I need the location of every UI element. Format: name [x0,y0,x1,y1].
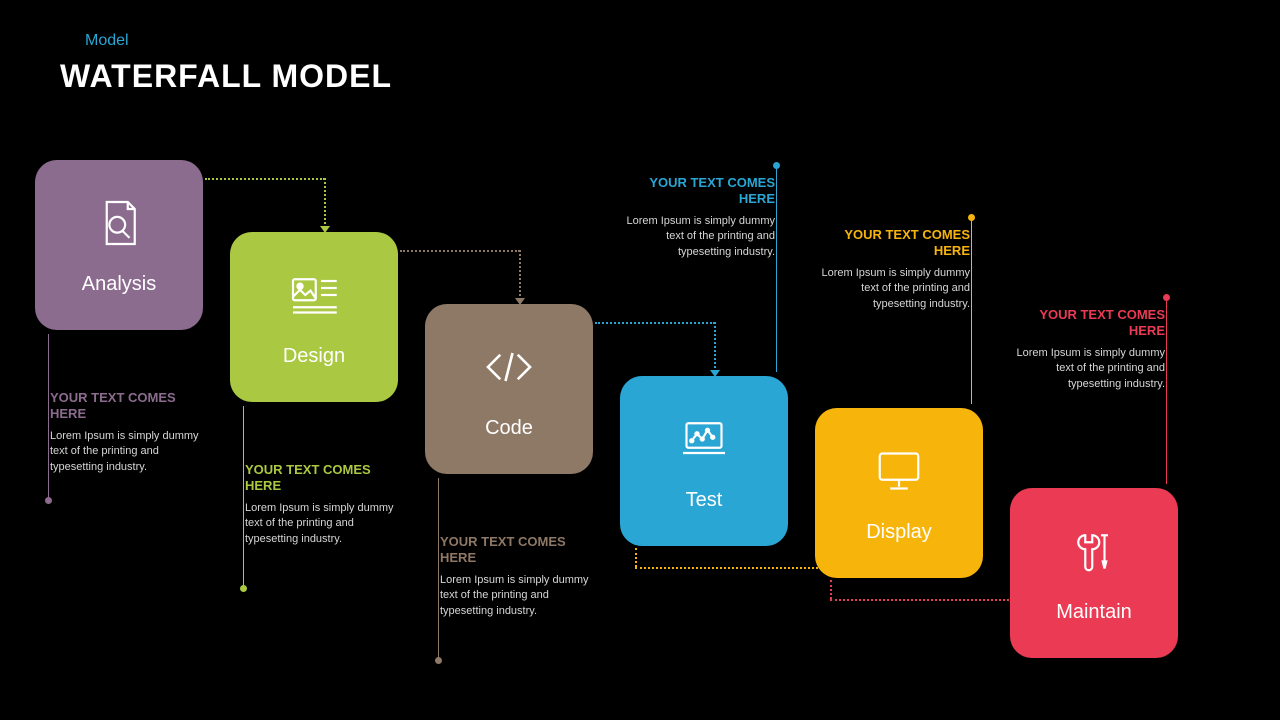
stage-label: Analysis [82,273,156,296]
callout-title: YOUR TEXT COMES HERE [620,175,775,208]
document-search-icon [91,195,147,251]
callout-dot [435,657,442,664]
callout-code: YOUR TEXT COMES HERE Lorem Ipsum is simpl… [440,534,595,620]
callout-body: Lorem Ipsum is simply dummy text of the … [815,266,970,314]
code-brackets-icon [481,339,537,395]
monitor-icon [871,443,927,499]
laptop-chart-icon [676,411,732,467]
tools-icon [1066,523,1122,579]
callout-maintain: YOUR TEXT COMES HERE Lorem Ipsum is simpl… [1010,307,1165,393]
stage-test: Test [620,376,788,546]
callout-dot [968,214,975,221]
stage-design: Design [230,232,398,402]
callout-analysis: YOUR TEXT COMES HERE Lorem Ipsum is simpl… [50,390,205,476]
callout-title: YOUR TEXT COMES HERE [440,534,595,567]
stage-label: Code [485,417,533,440]
page-title: WATERFALL MODEL [60,58,392,95]
callout-dot [1163,294,1170,301]
callout-body: Lorem Ipsum is simply dummy text of the … [1010,346,1165,394]
callout-title: YOUR TEXT COMES HERE [50,390,205,423]
stage-label: Design [283,345,345,368]
stage-label: Maintain [1056,601,1132,624]
callout-body: Lorem Ipsum is simply dummy text of the … [620,214,775,262]
image-lines-icon [286,267,342,323]
callout-design: YOUR TEXT COMES HERE Lorem Ipsum is simpl… [245,462,400,548]
stage-label: Test [686,489,723,512]
callout-title: YOUR TEXT COMES HERE [245,462,400,495]
callout-test: YOUR TEXT COMES HERE Lorem Ipsum is simpl… [620,175,775,261]
callout-display: YOUR TEXT COMES HERE Lorem Ipsum is simpl… [815,227,970,313]
callout-dot [45,497,52,504]
stage-label: Display [866,521,932,544]
stage-code: Code [425,304,593,474]
stage-maintain: Maintain [1010,488,1178,658]
header-subtitle: Model [85,32,129,50]
callout-body: Lorem Ipsum is simply dummy text of the … [50,429,205,477]
stage-display: Display [815,408,983,578]
callout-dot [773,162,780,169]
callout-body: Lorem Ipsum is simply dummy text of the … [245,501,400,549]
stage-analysis: Analysis [35,160,203,330]
callout-title: YOUR TEXT COMES HERE [1010,307,1165,340]
callout-body: Lorem Ipsum is simply dummy text of the … [440,573,595,621]
callout-title: YOUR TEXT COMES HERE [815,227,970,260]
callout-dot [240,585,247,592]
